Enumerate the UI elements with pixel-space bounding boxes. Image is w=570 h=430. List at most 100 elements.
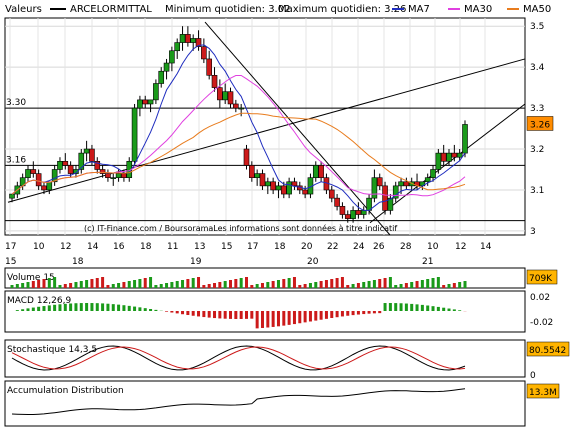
macd-bar xyxy=(260,311,264,328)
candle-body xyxy=(195,38,202,47)
volume-panel-frame xyxy=(4,267,526,289)
macd-bar xyxy=(298,311,302,324)
macd-bar xyxy=(223,311,227,319)
volume-bar xyxy=(458,282,462,288)
x-tick-label: 12 xyxy=(60,242,71,252)
x-tick-label: 18 xyxy=(140,242,152,252)
volume-bar xyxy=(410,282,414,288)
candle-body xyxy=(142,99,149,105)
candle-body xyxy=(94,161,101,170)
stochastic-value: 80.5542 xyxy=(529,346,566,356)
candle-body xyxy=(462,124,468,154)
instrument-swatch xyxy=(50,8,66,10)
macd-bar xyxy=(74,303,78,311)
macd-bar xyxy=(244,311,248,319)
valeurs-label[interactable]: Valeurs xyxy=(5,4,42,15)
macd-bar xyxy=(79,303,83,311)
x-tick-label: 15 xyxy=(221,242,232,252)
accumulation-title: Accumulation Distribution xyxy=(7,386,124,396)
candle-body xyxy=(105,173,111,178)
x-tick-label: 14 xyxy=(87,242,99,252)
ma7-label: MA7 xyxy=(408,4,430,15)
macd-bar xyxy=(31,307,35,311)
volume-bar xyxy=(399,284,403,288)
accumulation-line xyxy=(11,388,466,415)
macd-bar xyxy=(15,310,19,311)
volume-bar xyxy=(239,278,243,288)
candle-body xyxy=(206,58,212,76)
x-date-label: 18 xyxy=(72,257,84,267)
candle-body xyxy=(158,70,165,84)
volume-bar xyxy=(271,281,275,288)
x-tick-label: 10 xyxy=(33,242,45,252)
macd-bar xyxy=(186,311,190,316)
legend-ma50: MA50 xyxy=(507,4,551,15)
level-label-316: 3.16 xyxy=(6,155,26,165)
x-date-label: 21 xyxy=(422,257,433,267)
candle-body xyxy=(121,173,127,178)
candle-body xyxy=(328,189,335,199)
x-tick-label: 14 xyxy=(480,242,492,252)
macd-bar xyxy=(394,303,398,311)
volume-bar xyxy=(165,283,169,288)
trendline-support-short xyxy=(369,103,526,224)
accumulation-panel-frame xyxy=(4,380,526,427)
candle-body xyxy=(259,173,266,187)
volume-bar xyxy=(335,278,339,288)
volume-bar xyxy=(10,285,14,288)
x-date-label: 15 xyxy=(5,257,16,267)
volume-bar xyxy=(442,285,446,288)
candle-body xyxy=(137,99,143,109)
macd-bar xyxy=(229,311,233,319)
candle-body xyxy=(451,152,458,158)
volume-bar xyxy=(106,285,110,288)
macd-bar xyxy=(372,311,376,314)
volume-bar xyxy=(234,279,238,288)
x-tick-label: 12 xyxy=(455,242,466,252)
macd-bar xyxy=(426,305,430,311)
ma50-swatch xyxy=(507,8,519,10)
candle-body xyxy=(179,34,186,43)
volume-bar xyxy=(324,280,328,288)
volume-bar xyxy=(159,284,163,288)
macd-bar xyxy=(378,311,382,314)
volume-bar xyxy=(21,283,25,288)
ma30-swatch xyxy=(448,8,460,10)
x-tick-label: 13 xyxy=(194,242,205,252)
volume-bar xyxy=(303,284,307,288)
candle-body xyxy=(163,62,170,72)
macd-panel-frame xyxy=(4,290,526,333)
macd-bar xyxy=(303,311,307,323)
candle-body xyxy=(275,185,282,191)
candle-body xyxy=(190,38,196,43)
volume-bar xyxy=(85,280,89,288)
volume-bar xyxy=(266,282,270,288)
x-tick-label: 10 xyxy=(427,242,439,252)
macd-bar xyxy=(218,311,222,319)
volume-bar xyxy=(308,283,312,288)
macd-bar xyxy=(101,303,105,311)
candle-body xyxy=(115,173,122,178)
macd-bar xyxy=(175,311,179,314)
candle-body xyxy=(57,161,63,170)
candle-body xyxy=(392,185,399,199)
volume-bar xyxy=(127,281,131,288)
stochastic-value-box xyxy=(526,341,570,357)
volume-bar xyxy=(154,285,158,288)
volume-bar xyxy=(229,280,233,288)
x-tick-label: 18 xyxy=(274,242,286,252)
macd-bar xyxy=(47,305,51,311)
macd-bar xyxy=(122,305,126,311)
minimum-label: Minimum quotidien: 3.02 xyxy=(165,4,291,15)
accumulation-value-box xyxy=(526,383,560,399)
volume-bar xyxy=(79,281,83,288)
macd-bar xyxy=(314,311,318,321)
volume-bar xyxy=(276,280,280,288)
macd-bar xyxy=(85,303,89,311)
volume-bar xyxy=(420,280,424,288)
volume-bar xyxy=(255,284,259,288)
macd-bar xyxy=(282,311,286,326)
volume-bar xyxy=(111,284,115,288)
level-label-330: 3.30 xyxy=(6,98,26,108)
volume-bar xyxy=(63,284,67,288)
